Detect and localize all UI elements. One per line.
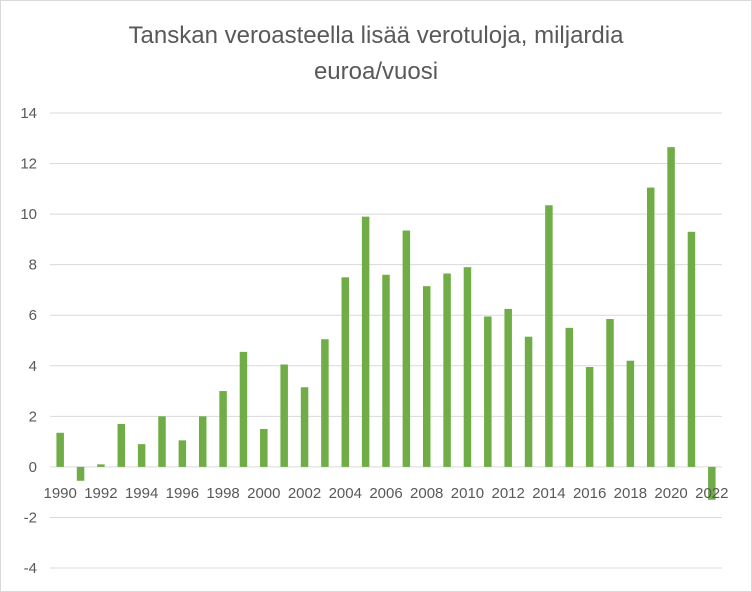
x-tick-label: 1998	[206, 485, 239, 502]
x-tick-label: 2012	[491, 485, 524, 502]
y-tick-label: 8	[29, 257, 37, 274]
bar-2013	[524, 336, 533, 467]
bar-1995	[158, 416, 166, 467]
x-tick-label: 2010	[451, 485, 484, 502]
bar-2002	[300, 387, 309, 467]
x-tick-label: 2014	[532, 485, 565, 502]
bar-2011	[484, 316, 492, 467]
y-tick-label: 12	[20, 156, 37, 173]
bar-2004	[341, 277, 350, 467]
bar-2019	[646, 187, 655, 467]
bar-2005	[361, 216, 370, 467]
y-tick-label: 10	[20, 206, 37, 223]
bar-2018	[626, 360, 635, 467]
bar-1996	[178, 440, 187, 467]
x-tick-label: 2002	[288, 485, 321, 502]
y-tick-label: -4	[24, 560, 37, 577]
x-tick-label: 1996	[166, 485, 199, 502]
x-tick-label: 2008	[410, 485, 443, 502]
x-tick-label: 2022	[695, 485, 728, 502]
bars	[56, 147, 716, 500]
x-tick-label: 2016	[573, 485, 606, 502]
y-tick-label: 6	[29, 307, 37, 324]
bar-2010	[463, 267, 472, 467]
bar-2006	[382, 274, 390, 467]
bar-2009	[443, 273, 451, 467]
y-tick-label: 14	[20, 105, 37, 122]
x-tick-label: 2000	[247, 485, 280, 502]
bar-1992	[97, 464, 105, 467]
chart-title: Tanskan veroasteella lisää verotuloja, m…	[0, 18, 752, 90]
bar-1999	[239, 351, 248, 467]
y-tick-label: -2	[24, 509, 37, 526]
y-tick-label: 2	[29, 408, 37, 425]
chart-title-line-2: euroa/vuosi	[313, 58, 439, 85]
bar-2022	[708, 466, 716, 500]
bar-1997	[198, 416, 207, 467]
bar-2021	[687, 231, 696, 467]
y-tick-label: 0	[29, 459, 37, 476]
x-tick-label: 2018	[614, 485, 647, 502]
bar-1991	[76, 466, 85, 481]
bar-2016	[585, 367, 594, 467]
bar-1994	[137, 444, 146, 467]
chart-title-line-1: Tanskan veroasteella lisää verotuloja, m…	[128, 22, 624, 49]
bar-1990	[56, 432, 64, 467]
bar-1998	[219, 391, 227, 467]
bar-2000	[260, 428, 268, 467]
bar-2014	[545, 205, 553, 467]
x-axis-ticks: 1990 1992 1994 1996 1998 2000 2002 2004 2006 2008…	[43, 485, 728, 502]
bar-2003	[321, 339, 329, 467]
bar-2012	[504, 308, 512, 467]
bar-2020	[667, 147, 675, 467]
y-axis-ticks: -4 -2 0 2 4 6 8 10 12 14	[20, 105, 37, 577]
bar-2017	[606, 319, 614, 467]
x-tick-label: 2004	[329, 485, 362, 502]
x-tick-label: 1994	[125, 485, 158, 502]
x-tick-label: 1992	[84, 485, 117, 502]
x-tick-label: 2020	[654, 485, 687, 502]
x-tick-label: 1990	[43, 485, 76, 502]
bar-2008	[422, 286, 431, 467]
bar-1993	[117, 423, 126, 467]
bar-2007	[402, 230, 411, 467]
y-tick-label: 4	[29, 358, 37, 375]
bar-2015	[565, 327, 574, 467]
x-tick-label: 2006	[369, 485, 402, 502]
bar-2001	[280, 364, 288, 467]
